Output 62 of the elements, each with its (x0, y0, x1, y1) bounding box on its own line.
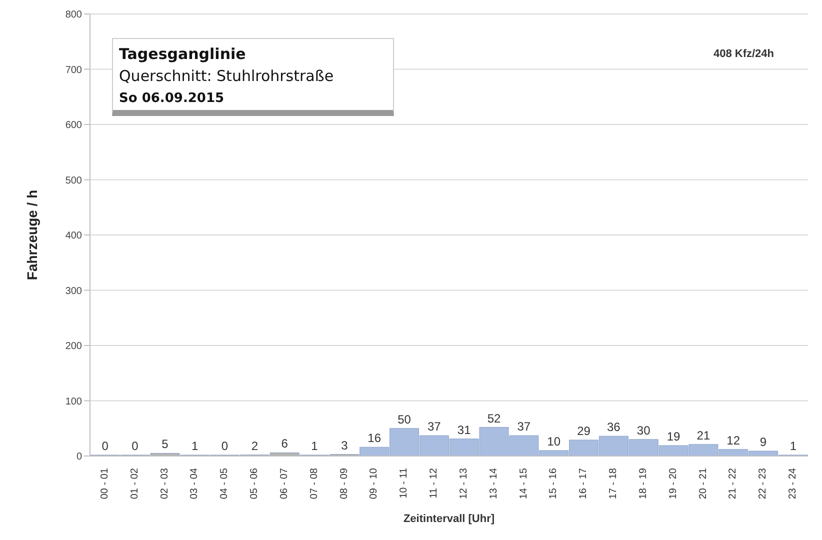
data-label: 1 (192, 439, 199, 453)
annotation: 408 Kfz/24h (713, 48, 774, 60)
x-tick-label: 21 - 22 (728, 468, 739, 500)
x-tick-label: 13 - 14 (488, 468, 500, 500)
data-label: 12 (726, 433, 740, 448)
data-label: 37 (517, 420, 531, 434)
y-tick-label: 500 (65, 175, 82, 186)
data-label: 16 (368, 431, 382, 446)
x-tick-label: 12 - 13 (458, 468, 470, 500)
x-tick-label: 08 - 09 (338, 468, 350, 500)
x-tick-label: 03 - 04 (189, 468, 200, 500)
x-tick-label: 17 - 18 (608, 468, 620, 500)
y-tick-label: 400 (65, 230, 82, 242)
text-box: Tagesganglinie Querschnitt: Stuhlrohrstraße So 06.09.2015 (112, 38, 394, 116)
x-tick-label: 10 - 11 (398, 468, 410, 498)
data-label: 31 (457, 422, 472, 437)
x-tick-label: 23 - 24 (788, 468, 799, 500)
annotation: So 06.09.2015 (119, 91, 226, 106)
data-label: 19 (666, 430, 681, 444)
data-label: 0 (132, 439, 139, 453)
x-tick-label: 16 - 17 (578, 468, 590, 500)
y-tick-label: 800 (65, 10, 82, 21)
data-label: 1 (311, 439, 318, 453)
data-label: 37 (428, 420, 442, 434)
data-label: 52 (487, 411, 502, 426)
data-label: 30 (636, 423, 651, 438)
data-label: 21 (696, 428, 710, 442)
x-tick-label: 04 - 05 (219, 468, 230, 500)
x-tick-label: 20 - 21 (698, 468, 709, 500)
data-label: 50 (398, 412, 412, 426)
data-label: 9 (760, 435, 767, 450)
x-axis-title: Zeitintervall [Uhr] (403, 513, 495, 525)
x-tick-label: 18 - 19 (638, 468, 649, 500)
data-label: 2 (251, 438, 258, 453)
x-tick-label: 01 - 02 (129, 468, 140, 500)
y-tick-label: 0 (76, 452, 82, 463)
x-tick-label: 19 - 20 (668, 468, 679, 500)
data-label: 36 (607, 420, 621, 434)
x-tick-label: 22 - 23 (758, 468, 769, 500)
x-tick-label: 02 - 03 (159, 468, 170, 500)
data-label: 10 (547, 434, 561, 448)
data-label: 6 (281, 436, 288, 451)
x-tick-label: 14 - 15 (518, 468, 530, 500)
x-tick-label: 07 - 08 (308, 468, 320, 500)
data-label: 3 (341, 438, 348, 452)
x-tick-label: 09 - 10 (368, 468, 380, 500)
data-label: 0 (221, 439, 228, 453)
x-tick-label: 15 - 16 (548, 468, 560, 500)
y-tick-label: 300 (65, 286, 82, 297)
y-tick-label: 100 (65, 396, 82, 408)
y-axis-title: Fahrzeuge / h (24, 190, 40, 280)
x-tick-label: 06 - 07 (278, 468, 290, 500)
data-label: 5 (162, 437, 169, 452)
y-tick-label: 700 (65, 64, 82, 76)
data-label: 0 (102, 439, 109, 453)
data-label: 29 (577, 424, 591, 438)
y-tick-label: 200 (65, 341, 82, 352)
x-tick-label: 11 - 12 (428, 468, 440, 498)
x-tick-label: 05 - 06 (249, 468, 260, 500)
x-tick-label: 00 - 01 (99, 468, 110, 500)
y-tick-label: 600 (65, 120, 82, 132)
data-label: 1 (790, 439, 797, 453)
